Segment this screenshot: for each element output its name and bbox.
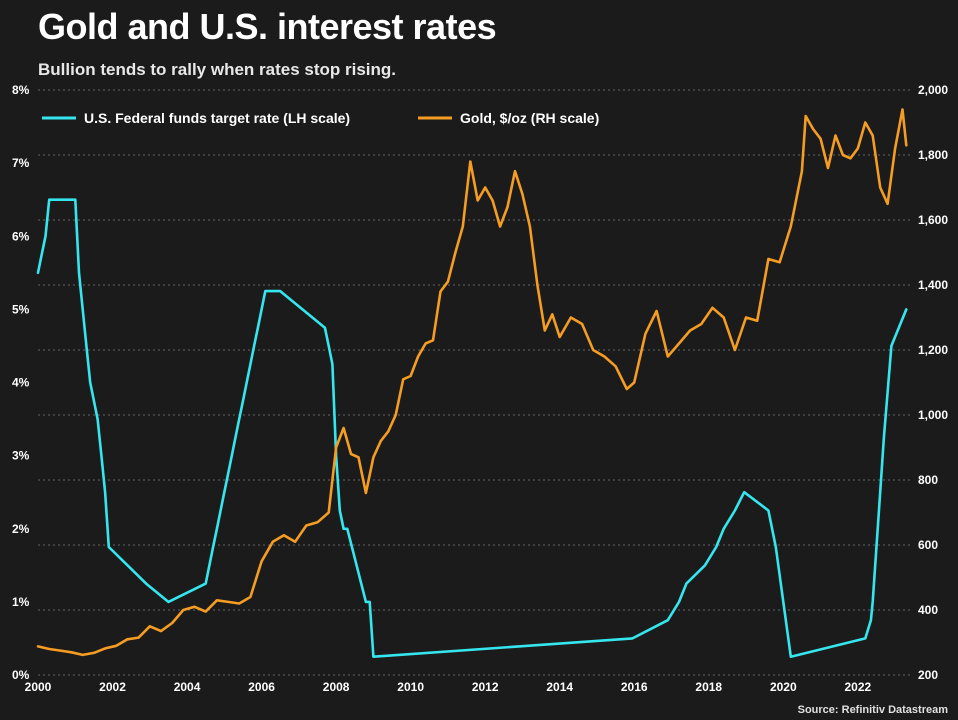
left-tick-label: 5% — [12, 302, 30, 316]
x-tick-label: 2004 — [174, 680, 201, 694]
x-axis-ticks: 2000 2002 2004 2006 2008 2010 2012 2014 2016 2018… — [25, 680, 872, 694]
right-tick-label: 1,800 — [918, 148, 948, 162]
legend-label-fed: U.S. Federal funds target rate (LH scale… — [84, 110, 350, 126]
left-tick-label: 0% — [12, 668, 30, 682]
legend: U.S. Federal funds target rate (LH scale… — [42, 110, 599, 126]
chart-title: Gold and U.S. interest rates — [38, 6, 497, 47]
x-tick-label: 2014 — [546, 680, 573, 694]
left-axis-ticks: 0% 1% 2% 3% 4% 5% 6% 7% 8% — [12, 83, 30, 682]
right-tick-label: 2,000 — [918, 83, 948, 97]
x-tick-label: 2008 — [323, 680, 350, 694]
x-tick-label: 2016 — [621, 680, 648, 694]
series-lines — [36, 108, 908, 658]
left-tick-label: 3% — [12, 449, 30, 463]
x-tick-label: 2000 — [25, 680, 52, 694]
left-tick-label: 6% — [12, 229, 30, 243]
source-note: Source: Refinitiv Datastream — [797, 704, 948, 716]
x-tick-label: 2018 — [695, 680, 722, 694]
right-tick-label: 600 — [918, 538, 938, 552]
grid-lines — [38, 89, 910, 676]
right-tick-label: 400 — [918, 603, 938, 617]
left-tick-label: 8% — [12, 83, 30, 97]
right-tick-label: 200 — [918, 668, 938, 682]
fed-rate-line — [36, 198, 908, 658]
right-axis-ticks: 200 400 600 800 1,000 1,200 1,400 1,600 1,800 2,0… — [918, 83, 948, 682]
chart-subtitle: Bullion tends to rally when rates stop r… — [38, 60, 396, 79]
right-tick-label: 1,200 — [918, 343, 948, 357]
x-tick-label: 2010 — [397, 680, 424, 694]
left-tick-label: 7% — [12, 156, 30, 170]
x-tick-label: 2002 — [99, 680, 126, 694]
x-tick-label: 2006 — [248, 680, 275, 694]
right-tick-label: 1,000 — [918, 408, 948, 422]
left-tick-label: 2% — [12, 522, 30, 536]
gold-price-line — [36, 108, 908, 657]
x-tick-label: 2022 — [844, 680, 871, 694]
legend-label-gold: Gold, $/oz (RH scale) — [460, 110, 599, 126]
right-tick-label: 800 — [918, 473, 938, 487]
right-tick-label: 1,600 — [918, 213, 948, 227]
x-tick-label: 2020 — [770, 680, 797, 694]
x-tick-label: 2012 — [472, 680, 499, 694]
left-tick-label: 4% — [12, 376, 30, 390]
right-tick-label: 1,400 — [918, 278, 948, 292]
left-tick-label: 1% — [12, 595, 30, 609]
